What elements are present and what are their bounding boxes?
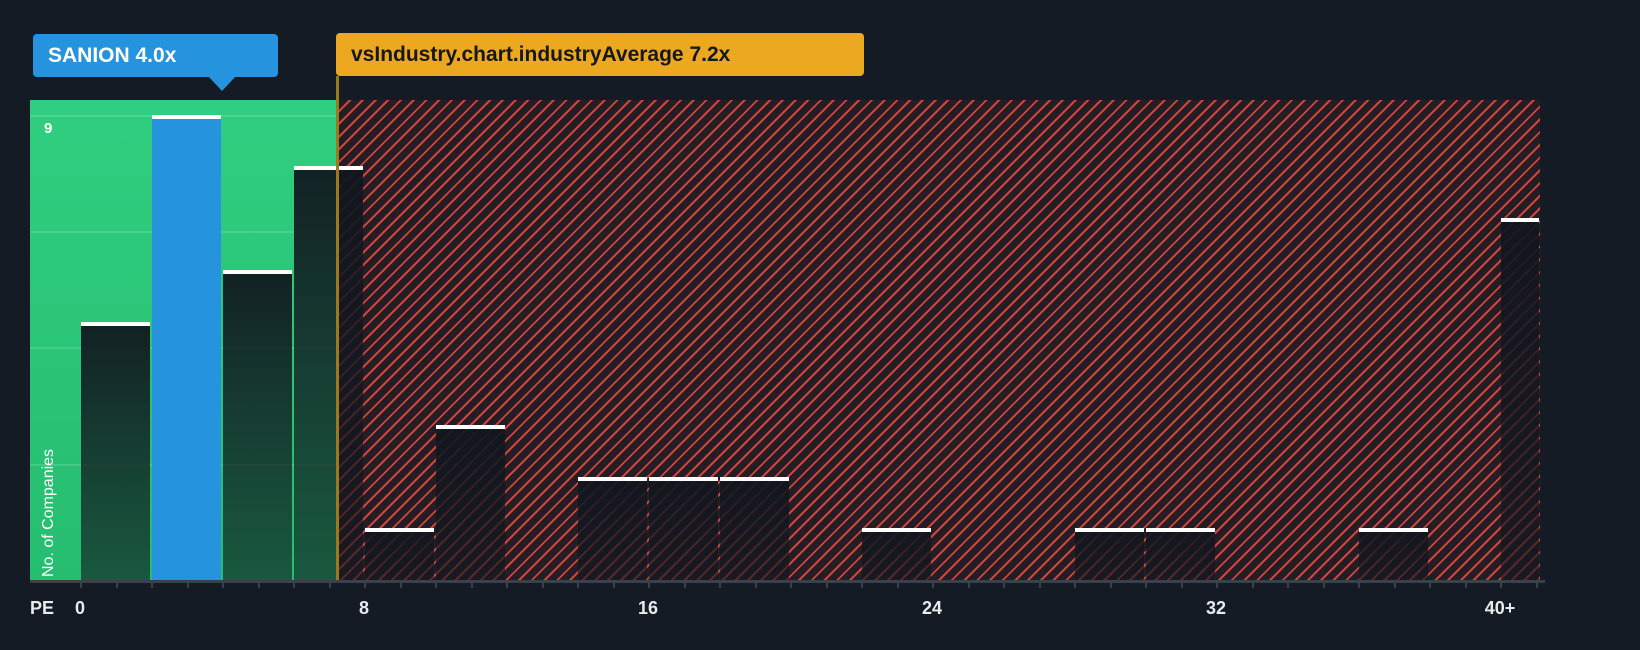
x-axis-tick-label: 24	[921, 598, 943, 618]
bar-top-cap	[294, 166, 363, 170]
x-axis-line	[30, 580, 1545, 583]
industry-average-tooltip: vsIndustry.chart.industryAverage 7.2x	[336, 33, 864, 76]
company-histogram-bar[interactable]	[152, 115, 221, 580]
x-axis-tick	[648, 583, 650, 588]
x-axis-tick-label: 40+	[1484, 598, 1516, 618]
y-axis-title: No. of Companies	[40, 448, 57, 577]
x-axis-tick	[1074, 583, 1076, 588]
bar-top-cap	[862, 528, 931, 532]
bar-top-cap	[1359, 528, 1428, 532]
x-axis-tick	[577, 583, 579, 588]
x-axis-tick	[613, 583, 615, 588]
bar-top-cap	[81, 322, 150, 326]
x-axis-tick-label: 8	[358, 598, 369, 618]
x-axis-tick	[1145, 583, 1147, 588]
industry-average-tooltip-label: vsIndustry.chart.industryAverage 7.2x	[351, 43, 731, 66]
bar-top-cap	[365, 528, 434, 532]
x-axis-tick	[968, 583, 970, 588]
bar-top-cap	[720, 477, 789, 481]
bar-top-cap	[436, 425, 505, 429]
x-axis-tick	[1429, 583, 1431, 588]
company-tooltip-pointer	[208, 76, 236, 91]
bar-top-cap	[1501, 218, 1539, 222]
x-axis-tick	[684, 583, 686, 588]
bar-top-cap	[152, 115, 221, 119]
histogram-bar[interactable]	[365, 528, 434, 580]
bar-top-cap	[578, 477, 647, 481]
x-axis-tick	[222, 583, 224, 588]
histogram-bar[interactable]	[1075, 528, 1144, 580]
x-axis-tick-label: 16	[637, 598, 659, 618]
x-axis-tick	[435, 583, 437, 588]
x-axis-tick	[471, 583, 473, 588]
bar-top-cap	[1075, 528, 1144, 532]
x-axis-tick	[542, 583, 544, 588]
x-axis-tick	[1216, 583, 1218, 588]
x-axis-tick	[755, 583, 757, 588]
histogram-bar[interactable]	[1501, 218, 1539, 580]
histogram-bar[interactable]	[81, 322, 150, 580]
x-axis-tick	[151, 583, 153, 588]
x-axis-tick	[1181, 583, 1183, 588]
x-axis-tick	[1465, 583, 1467, 588]
x-axis-tick	[400, 583, 402, 588]
x-axis-tick	[1536, 583, 1538, 588]
bar-top-cap	[1146, 528, 1215, 532]
x-axis-tick	[1252, 583, 1254, 588]
histogram-bar[interactable]	[649, 477, 718, 580]
x-axis-tick	[1039, 583, 1041, 588]
histogram-bar[interactable]	[223, 270, 292, 580]
x-axis-tick	[116, 583, 118, 588]
x-axis-tick-label: 32	[1205, 598, 1227, 618]
x-axis-tick	[932, 583, 934, 588]
x-axis-tick	[80, 583, 82, 588]
histogram-bar[interactable]	[862, 528, 931, 580]
x-axis-tick	[1110, 583, 1112, 588]
x-axis-tick	[861, 583, 863, 588]
x-axis-tick	[719, 583, 721, 588]
x-axis-tick	[790, 583, 792, 588]
x-axis-tick	[293, 583, 295, 588]
y-axis-max-label: 9	[44, 120, 53, 137]
histogram-bar[interactable]	[436, 425, 505, 580]
histogram-bar[interactable]	[1146, 528, 1215, 580]
bar-top-cap	[223, 270, 292, 274]
x-axis-tick	[1323, 583, 1325, 588]
histogram-bar[interactable]	[578, 477, 647, 580]
above-average-region	[336, 100, 1540, 580]
histogram-bar[interactable]	[294, 166, 363, 580]
x-axis-title: PE	[30, 598, 55, 618]
industry-average-line	[336, 76, 339, 580]
company-tooltip-label: SANION 4.0x	[48, 44, 177, 67]
x-axis-tick	[897, 583, 899, 588]
x-axis-tick	[258, 583, 260, 588]
x-axis-tick	[1394, 583, 1396, 588]
x-axis-tick	[329, 583, 331, 588]
x-axis-tick	[1287, 583, 1289, 588]
x-axis-tick	[364, 583, 366, 588]
x-axis-tick	[826, 583, 828, 588]
histogram-bar[interactable]	[1359, 528, 1428, 580]
x-axis-tick	[1500, 583, 1502, 588]
x-axis-tick	[1358, 583, 1360, 588]
bar-top-cap	[649, 477, 718, 481]
company-tooltip: SANION 4.0x	[33, 34, 278, 77]
x-axis-tick	[1003, 583, 1005, 588]
x-axis-tick	[506, 583, 508, 588]
x-axis-tick	[187, 583, 189, 588]
histogram-bar[interactable]	[720, 477, 789, 580]
